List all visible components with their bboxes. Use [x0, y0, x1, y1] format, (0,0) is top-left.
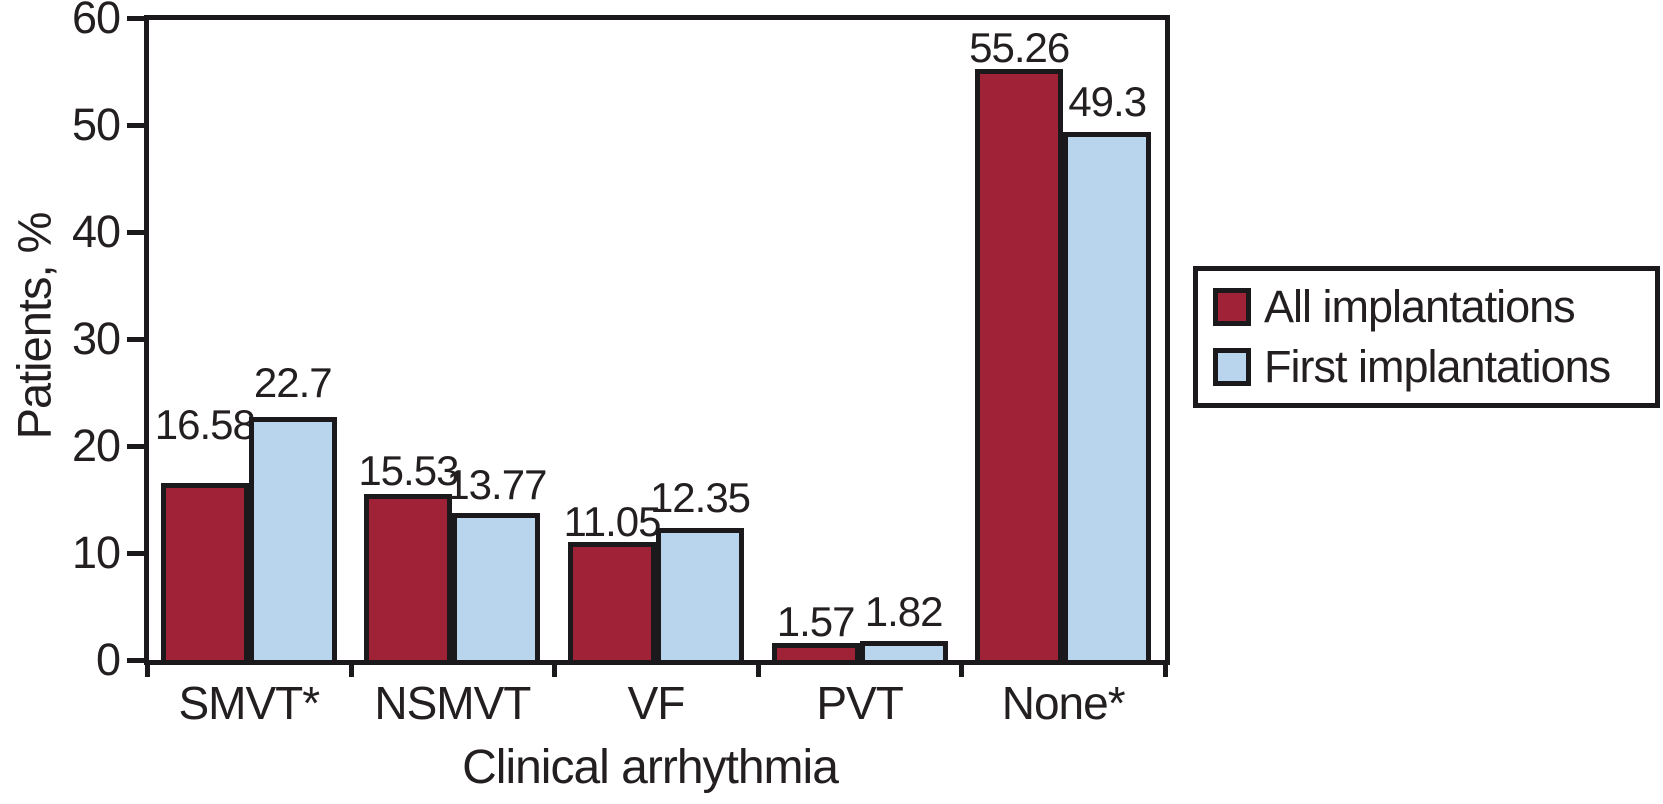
x-tick-mark — [145, 660, 150, 677]
y-axis-title: Patients, % — [7, 212, 61, 440]
bar — [160, 482, 249, 665]
bar — [975, 68, 1064, 665]
y-tick-mark — [127, 16, 147, 21]
bar-value-label: 1.57 — [776, 598, 856, 646]
bar-value-label: 11.05 — [563, 497, 662, 545]
x-tick-mark — [348, 660, 354, 677]
y-tick-mark — [127, 337, 147, 342]
y-tick-label: 10 — [71, 527, 121, 578]
y-tick-mark — [127, 123, 147, 128]
bar-value-label: 12.35 — [649, 473, 751, 521]
y-tick-mark — [127, 551, 147, 556]
x-tick-label: None* — [1001, 677, 1126, 729]
y-tick-label: 20 — [71, 420, 121, 471]
y-tick-label: 0 — [95, 634, 121, 685]
legend-item-label: First implantations — [1264, 341, 1611, 392]
bar-value-label: 22.7 — [253, 359, 333, 407]
legend: All implantations First implantations — [1193, 266, 1660, 408]
bar — [364, 493, 453, 665]
legend-item-label: All implantations — [1264, 281, 1576, 332]
legend-swatch — [1213, 288, 1251, 326]
bar — [859, 640, 948, 665]
bar-value-label: 13.77 — [446, 460, 547, 508]
x-tick-label: NSMVT — [374, 677, 531, 729]
bar-value-label: 1.82 — [864, 587, 944, 635]
y-tick-label: 60 — [71, 0, 121, 43]
bar-value-label: 16.58 — [154, 400, 256, 448]
y-tick-mark — [127, 444, 147, 449]
x-tick-mark — [552, 660, 558, 677]
x-tick-mark — [755, 660, 761, 677]
y-tick-label: 40 — [71, 206, 121, 257]
x-axis-title: Clinical arrhythmia — [462, 741, 839, 794]
x-tick-mark — [959, 660, 965, 677]
x-tick-label: VF — [627, 677, 686, 729]
bar-value-label: 49.3 — [1068, 78, 1147, 126]
x-tick-mark — [1163, 660, 1168, 677]
x-tick-label: SMVT* — [178, 677, 320, 729]
y-tick-label: 50 — [71, 99, 121, 150]
legend-item: All implantations — [1213, 284, 1655, 330]
y-tick-label: 30 — [71, 313, 121, 364]
y-tick-mark — [127, 658, 147, 663]
legend-item: First implantations — [1213, 344, 1655, 390]
x-tick-label: PVT — [816, 677, 903, 729]
bar — [1063, 132, 1152, 665]
bar — [248, 417, 337, 665]
bar — [568, 541, 656, 665]
y-tick-mark — [127, 230, 147, 235]
bar — [656, 527, 744, 665]
bar — [452, 512, 541, 665]
bar-value-label: 15.53 — [358, 446, 459, 494]
legend-swatch — [1213, 348, 1251, 386]
bar — [771, 643, 860, 665]
bar-value-label: 55.26 — [969, 23, 1070, 71]
